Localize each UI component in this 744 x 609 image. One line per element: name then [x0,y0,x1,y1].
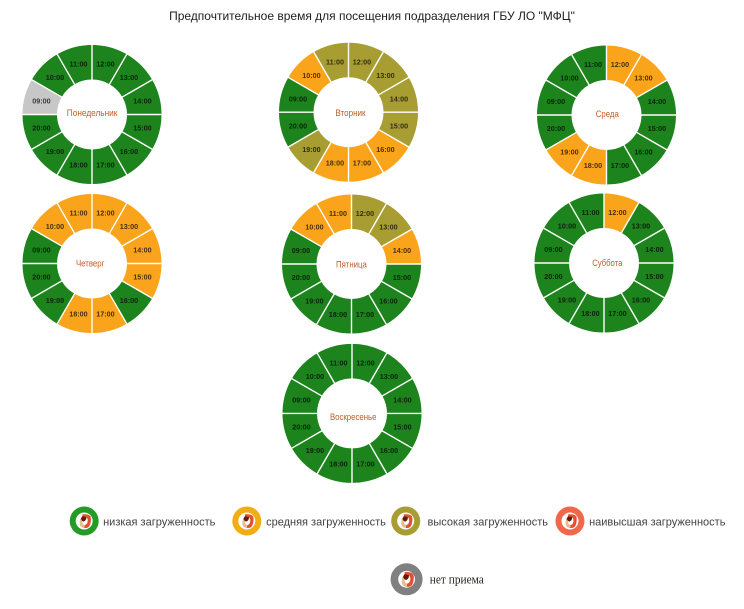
svg-text:низкая загруженность: низкая загруженность [103,516,216,528]
svg-text:19:00: 19:00 [46,296,64,305]
svg-text:19:00: 19:00 [305,297,323,306]
svg-text:14:00: 14:00 [133,246,151,255]
svg-text:15:00: 15:00 [645,272,663,281]
svg-text:13:00: 13:00 [376,71,394,80]
svg-text:14:00: 14:00 [390,94,408,103]
svg-text:11:00: 11:00 [329,209,347,218]
svg-text:09:00: 09:00 [547,97,565,106]
svg-text:16:00: 16:00 [120,296,138,305]
svg-text:16:00: 16:00 [632,296,650,305]
svg-text:13:00: 13:00 [379,223,397,232]
svg-text:13:00: 13:00 [120,222,138,231]
svg-text:высокая загруженность: высокая загруженность [428,516,549,528]
svg-text:12:00: 12:00 [96,209,114,218]
svg-text:18:00: 18:00 [69,310,87,319]
svg-text:13:00: 13:00 [120,73,138,82]
svg-text:19:00: 19:00 [46,147,64,156]
svg-text:наивысшая загруженность: наивысшая загруженность [589,516,726,528]
svg-text:16:00: 16:00 [120,147,138,156]
svg-text:18:00: 18:00 [69,161,87,170]
svg-text:10:00: 10:00 [302,71,320,80]
svg-text:11:00: 11:00 [70,209,88,218]
svg-text:18:00: 18:00 [581,309,599,318]
svg-text:18:00: 18:00 [326,158,344,167]
svg-text:19:00: 19:00 [560,148,578,157]
svg-text:10:00: 10:00 [306,372,324,381]
svg-text:17:00: 17:00 [96,310,114,319]
svg-text:Суббота: Суббота [592,258,623,268]
svg-text:Среда: Среда [596,109,620,119]
svg-text:20:00: 20:00 [544,272,562,281]
svg-text:09:00: 09:00 [292,246,310,255]
svg-text:17:00: 17:00 [353,158,371,167]
svg-text:12:00: 12:00 [611,60,629,69]
svg-text:09:00: 09:00 [544,245,562,254]
svg-text:09:00: 09:00 [32,246,50,255]
svg-text:09:00: 09:00 [289,94,307,103]
svg-text:10:00: 10:00 [560,74,578,83]
svg-text:нет приема: нет приема [430,572,484,587]
svg-text:09:00: 09:00 [32,97,50,106]
svg-text:16:00: 16:00 [376,145,394,154]
svg-text:17:00: 17:00 [356,460,374,469]
svg-text:20:00: 20:00 [547,124,565,133]
svg-text:19:00: 19:00 [302,145,320,154]
svg-text:12:00: 12:00 [356,209,374,218]
svg-text:20:00: 20:00 [292,423,310,432]
svg-text:средняя загруженность: средняя загруженность [266,516,386,528]
svg-text:16:00: 16:00 [634,148,652,157]
svg-text:13:00: 13:00 [632,222,650,231]
svg-text:15:00: 15:00 [648,124,666,133]
svg-text:11:00: 11:00 [582,208,600,217]
svg-text:15:00: 15:00 [390,121,408,130]
svg-text:11:00: 11:00 [70,60,88,69]
svg-text:10:00: 10:00 [305,223,323,232]
svg-text:20:00: 20:00 [289,121,307,130]
svg-text:Понедельник: Понедельник [67,108,118,118]
svg-text:15:00: 15:00 [393,423,411,432]
svg-text:Воскресенье: Воскресенье [330,412,377,422]
svg-text:17:00: 17:00 [96,161,114,170]
svg-text:16:00: 16:00 [380,446,398,455]
svg-text:19:00: 19:00 [558,296,576,305]
svg-text:Пятница: Пятница [336,259,368,269]
svg-text:20:00: 20:00 [32,124,50,133]
svg-text:12:00: 12:00 [353,57,371,66]
svg-text:17:00: 17:00 [356,310,374,319]
svg-text:14:00: 14:00 [393,246,411,255]
svg-text:14:00: 14:00 [645,245,663,254]
svg-text:15:00: 15:00 [133,273,151,282]
svg-text:09:00: 09:00 [292,396,310,405]
svg-text:20:00: 20:00 [32,273,50,282]
svg-text:12:00: 12:00 [356,359,374,368]
svg-text:14:00: 14:00 [133,97,151,106]
svg-text:13:00: 13:00 [634,74,652,83]
svg-text:20:00: 20:00 [292,273,310,282]
svg-text:19:00: 19:00 [306,446,324,455]
svg-text:16:00: 16:00 [379,297,397,306]
svg-text:14:00: 14:00 [393,396,411,405]
svg-text:12:00: 12:00 [96,60,114,69]
svg-text:Вторник: Вторник [335,108,366,118]
svg-text:17:00: 17:00 [611,161,629,170]
svg-text:15:00: 15:00 [133,124,151,133]
svg-text:10:00: 10:00 [46,73,64,82]
svg-text:12:00: 12:00 [608,208,626,217]
svg-text:11:00: 11:00 [330,359,348,368]
svg-text:11:00: 11:00 [326,57,344,66]
svg-text:18:00: 18:00 [329,310,347,319]
svg-text:11:00: 11:00 [584,60,602,69]
svg-text:10:00: 10:00 [46,222,64,231]
svg-text:17:00: 17:00 [608,309,626,318]
svg-text:15:00: 15:00 [393,273,411,282]
svg-text:Четверг: Четверг [76,258,105,268]
svg-text:14:00: 14:00 [648,97,666,106]
svg-text:13:00: 13:00 [380,372,398,381]
svg-text:10:00: 10:00 [558,222,576,231]
svg-text:18:00: 18:00 [329,460,347,469]
svg-text:18:00: 18:00 [584,161,602,170]
